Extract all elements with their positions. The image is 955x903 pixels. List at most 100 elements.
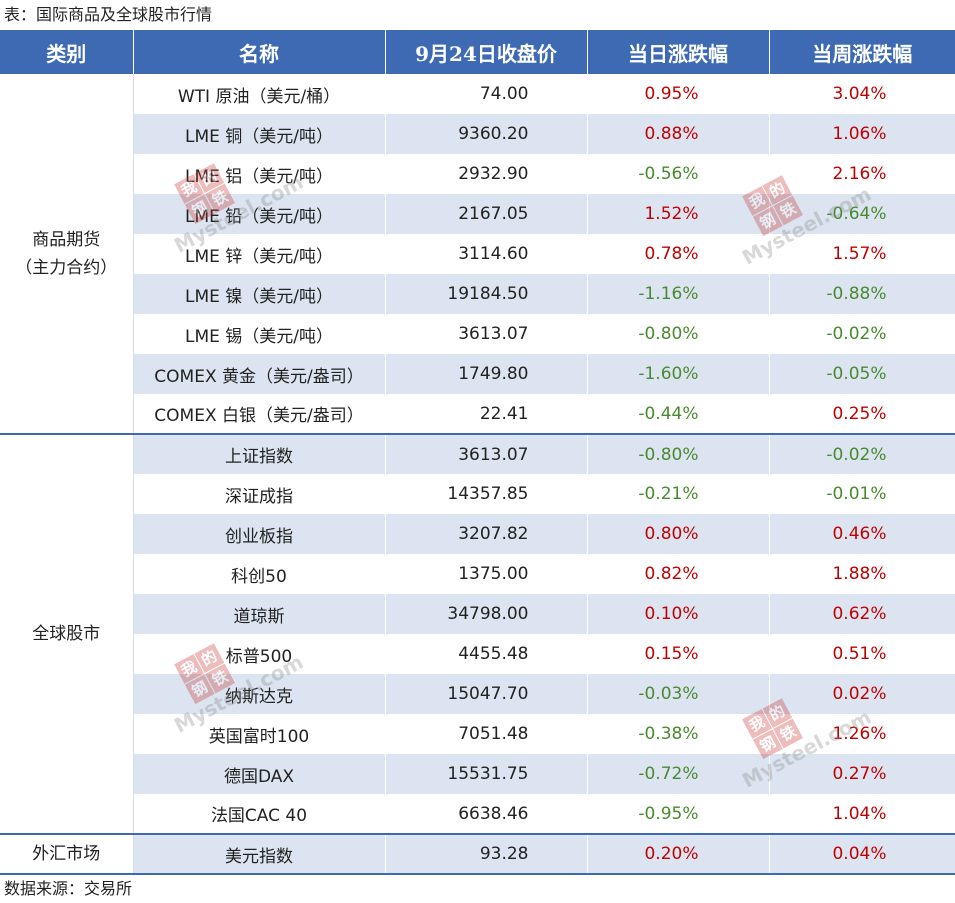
table-row: 英国富时100 7051.48 -0.38% 1.26%: [0, 714, 955, 754]
table-row: LME 铅（美元/吨） 2167.05 1.52% -0.64%: [0, 194, 955, 234]
day-change: -0.95%: [587, 794, 770, 835]
day-change: -0.38%: [587, 714, 770, 754]
week-change: 0.02%: [769, 674, 955, 714]
close-price: 22.41: [385, 394, 588, 435]
instrument-name: COMEX 黄金（美元/盎司）: [133, 354, 386, 394]
close-price: 15531.75: [385, 754, 588, 794]
instrument-name: 创业板指: [133, 514, 386, 554]
week-change: 2.16%: [769, 154, 955, 194]
day-change: -0.80%: [587, 314, 770, 354]
close-price: 2167.05: [385, 194, 588, 234]
week-change: 1.26%: [769, 714, 955, 754]
col-header-close-price: 9月24日收盘价: [385, 30, 588, 74]
day-change: -1.60%: [587, 354, 770, 394]
table-row: 深证成指 14357.85 -0.21% -0.01%: [0, 474, 955, 514]
week-change: -0.64%: [769, 194, 955, 234]
week-change: 0.46%: [769, 514, 955, 554]
col-header-week-change: 当周涨跌幅: [769, 30, 955, 74]
close-price: 7051.48: [385, 714, 588, 754]
table-row: COMEX 白银（美元/盎司） 22.41 -0.44% 0.25%: [0, 394, 955, 435]
week-change: 1.04%: [769, 794, 955, 835]
day-change: -0.80%: [587, 434, 770, 474]
table-header: 类别 名称 9月24日收盘价 当日涨跌幅 当周涨跌幅: [0, 30, 955, 74]
week-change: 0.62%: [769, 594, 955, 634]
day-change: -0.44%: [587, 394, 770, 435]
table-caption: 表：国际商品及全球股市行情: [4, 5, 213, 24]
instrument-name: LME 锡（美元/吨）: [133, 314, 386, 354]
close-price: 4455.48: [385, 634, 588, 674]
day-change: 0.95%: [587, 74, 770, 114]
table-row: 科创50 1375.00 0.82% 1.88%: [0, 554, 955, 594]
close-price: 93.28: [385, 834, 588, 875]
category-label: 外汇市场: [32, 844, 101, 864]
instrument-name: COMEX 白银（美元/盎司）: [133, 394, 386, 435]
table-row: LME 锌（美元/吨） 3114.60 0.78% 1.57%: [0, 234, 955, 274]
close-price: 34798.00: [385, 594, 588, 634]
instrument-name: 上证指数: [133, 434, 386, 474]
category-cell: 外汇市场: [0, 834, 134, 875]
instrument-name: LME 锌（美元/吨）: [133, 234, 386, 274]
instrument-name: 美元指数: [133, 834, 386, 875]
table-row: LME 锡（美元/吨） 3613.07 -0.80% -0.02%: [0, 314, 955, 354]
close-price: 19184.50: [385, 274, 588, 314]
category-cell: 商品期货 （主力合约）: [0, 74, 134, 435]
week-change: 0.25%: [769, 394, 955, 435]
table-row: 外汇市场 美元指数 93.28 0.20% 0.04%: [0, 834, 955, 875]
table-row: COMEX 黄金（美元/盎司） 1749.80 -1.60% -0.05%: [0, 354, 955, 394]
table-row: 德国DAX 15531.75 -0.72% 0.27%: [0, 754, 955, 794]
day-change: 0.88%: [587, 114, 770, 154]
week-change: 3.04%: [769, 74, 955, 114]
instrument-name: 科创50: [133, 554, 386, 594]
table-row: LME 镍（美元/吨） 19184.50 -1.16% -0.88%: [0, 274, 955, 314]
week-change: 1.88%: [769, 554, 955, 594]
table-row: 创业板指 3207.82 0.80% 0.46%: [0, 514, 955, 554]
week-change: 0.27%: [769, 754, 955, 794]
day-change: 0.82%: [587, 554, 770, 594]
week-change: -0.02%: [769, 314, 955, 354]
week-change: -0.05%: [769, 354, 955, 394]
instrument-name: WTI 原油（美元/桶）: [133, 74, 386, 114]
week-change: -0.01%: [769, 474, 955, 514]
table-row: 纳斯达克 15047.70 -0.03% 0.02%: [0, 674, 955, 714]
table-row: 道琼斯 34798.00 0.10% 0.62%: [0, 594, 955, 634]
close-price: 9360.20: [385, 114, 588, 154]
close-price: 14357.85: [385, 474, 588, 514]
table-row: LME 铝（美元/吨） 2932.90 -0.56% 2.16%: [0, 154, 955, 194]
table-row: 全球股市 上证指数 3613.07 -0.80% -0.02%: [0, 434, 955, 835]
instrument-name: LME 镍（美元/吨）: [133, 274, 386, 314]
col-header-category: 类别: [0, 30, 134, 74]
table-row: 法国CAC 40 6638.46 -0.95% 1.04%: [0, 794, 955, 835]
col-header-name: 名称: [133, 30, 386, 74]
instrument-name: 法国CAC 40: [133, 794, 386, 835]
close-price: 3114.60: [385, 234, 588, 274]
week-change: 1.06%: [769, 114, 955, 154]
day-change: -0.56%: [587, 154, 770, 194]
close-price: 3613.07: [385, 314, 588, 354]
close-price: 1749.80: [385, 354, 588, 394]
day-change: 1.52%: [587, 194, 770, 234]
category-label: （主力合约）: [15, 257, 118, 278]
day-change: 0.15%: [587, 634, 770, 674]
market-table: 类别 名称 9月24日收盘价 当日涨跌幅 当周涨跌幅 商品期货 （主力合约） WTI…: [0, 30, 955, 875]
table-body: 商品期货 （主力合约） WTI 原油（美元/桶） 74.00 0.95% 3.04% LME…: [0, 74, 955, 875]
week-change: 1.57%: [769, 234, 955, 274]
close-price: 6638.46: [385, 794, 588, 835]
category-label: 商品期货: [32, 229, 101, 250]
instrument-name: 纳斯达克: [133, 674, 386, 714]
category-label: 全球股市: [32, 624, 101, 644]
table-row: LME 铜（美元/吨） 9360.20 0.88% 1.06%: [0, 114, 955, 154]
week-change: 0.04%: [769, 834, 955, 875]
close-price: 74.00: [385, 74, 588, 114]
instrument-name: 德国DAX: [133, 754, 386, 794]
instrument-name: 英国富时100: [133, 714, 386, 754]
week-change: -0.88%: [769, 274, 955, 314]
data-source-note: 数据来源：交易所: [4, 879, 133, 898]
day-change: -1.16%: [587, 274, 770, 314]
day-change: -0.72%: [587, 754, 770, 794]
day-change: 0.10%: [587, 594, 770, 634]
day-change: 0.20%: [587, 834, 770, 875]
week-change: -0.02%: [769, 434, 955, 474]
instrument-name: LME 铝（美元/吨）: [133, 154, 386, 194]
close-price: 3613.07: [385, 434, 588, 474]
instrument-name: LME 铜（美元/吨）: [133, 114, 386, 154]
